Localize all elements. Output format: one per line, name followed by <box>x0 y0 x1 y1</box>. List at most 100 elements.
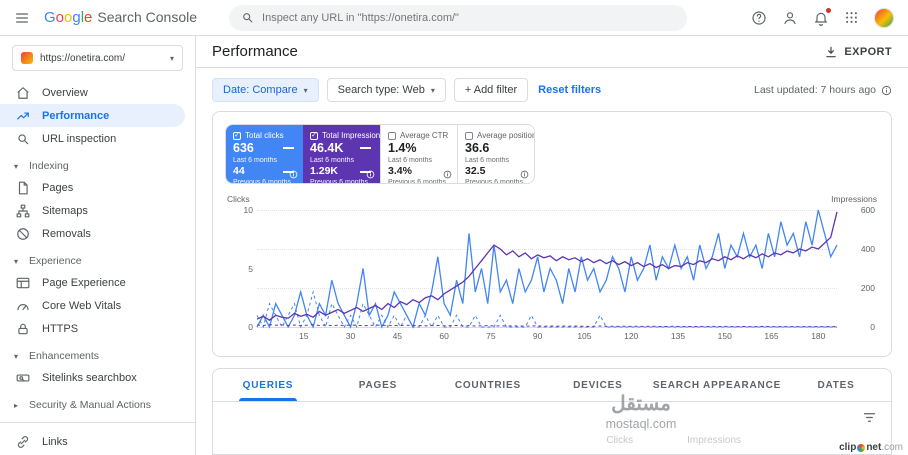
metric-tile-total-impressions[interactable]: ✓ Total Impressions 46.4K Last 6 months 1… <box>303 125 384 183</box>
search-type-filter-label: Search type: Web <box>337 84 425 96</box>
tab-countries[interactable]: COUNTRIES <box>454 379 521 391</box>
sidebar-item-sitelinks-searchbox[interactable]: Sitelinks searchbox <box>0 366 185 389</box>
account-icon[interactable] <box>782 10 798 26</box>
dashed-line-legend <box>283 170 294 173</box>
removals-icon <box>17 227 29 240</box>
lock-icon <box>18 323 28 334</box>
performance-chart: Clicks Impressions 10 5 0 600 400 200 0 15 30 45 6… <box>225 194 879 352</box>
sidebar-item-label: Removals <box>42 227 91 240</box>
chevron-down-icon: ▾ <box>430 85 435 95</box>
metric-previous-value: 32.5 <box>465 165 486 178</box>
sidebar-item-url-inspection[interactable]: URL inspection <box>0 127 185 150</box>
sidebar-item-label: Sitemaps <box>42 204 88 217</box>
filter-list-icon[interactable] <box>862 410 877 425</box>
help-icon[interactable] <box>751 10 767 26</box>
sidebar: https://onetira.com/ ▾ Overview Performa… <box>0 36 196 455</box>
app-title: Search Console <box>97 9 198 25</box>
tab-search-appearance[interactable]: SEARCH APPEARANCE <box>652 379 782 391</box>
metric-title: Total clicks <box>245 131 284 140</box>
checkbox-checked-icon: ✓ <box>310 131 318 140</box>
column-header-clicks: Clicks <box>606 435 634 446</box>
notification-badge <box>825 6 832 14</box>
chevron-down-icon: ▾ <box>169 53 174 63</box>
reset-filters-button[interactable]: Reset filters <box>538 84 602 96</box>
sidebar-item-core-web-vitals[interactable]: Core Web Vitals <box>0 294 185 317</box>
sidebar-item-https[interactable]: HTTPS <box>0 317 185 340</box>
sidebar-item-links[interactable]: Links <box>0 430 185 453</box>
axis-tick-label: 400 <box>860 243 875 254</box>
axis-tick-label: 10 <box>243 204 253 215</box>
axis-tick-label: 120 <box>624 331 639 341</box>
sidebar-item-overview[interactable]: Overview <box>0 81 185 104</box>
sidebar-section-label: Experience <box>29 255 82 267</box>
info-icon <box>289 170 298 179</box>
axis-tick-label: 30 <box>345 331 356 341</box>
apps-grid-icon[interactable] <box>844 10 859 25</box>
sidebar-item-label: Sitelinks searchbox <box>42 371 137 384</box>
metric-current-period: Last 6 months <box>233 157 277 165</box>
sidebar-item-pages[interactable]: Pages <box>0 176 185 199</box>
chevron-down-icon: ▾ <box>14 161 19 171</box>
axis-tick-label: 135 <box>670 331 686 341</box>
metric-title: Average position <box>477 131 535 140</box>
notifications-bell-icon[interactable] <box>813 6 832 26</box>
metric-current-value: 36.6 <box>465 140 490 155</box>
gridline <box>257 248 837 250</box>
sidebar-section-label: Enhancements <box>29 350 100 362</box>
logo-letter: G <box>44 9 56 26</box>
sidebar-section-security[interactable]: ▸ Security & Manual Actions <box>0 395 195 415</box>
property-url: https://onetira.com/ <box>40 52 126 64</box>
tab-devices[interactable]: DEVICES <box>573 379 623 391</box>
sidebar-item-page-experience[interactable]: Page Experience <box>0 271 185 294</box>
sidebar-section-indexing[interactable]: ▾ Indexing <box>0 156 195 176</box>
right-axis-title: Impressions <box>831 194 877 204</box>
sidebar-item-label: Core Web Vitals <box>42 299 122 312</box>
sidebar-item-label: Page Experience <box>42 276 126 289</box>
info-icon <box>443 170 452 179</box>
export-button[interactable]: EXPORT <box>824 45 892 59</box>
avatar[interactable] <box>874 7 894 28</box>
sidebar-item-removals[interactable]: Removals <box>0 222 185 245</box>
metric-tile-average-ctr[interactable]: Average CTR 1.4% Last 6 months 3.4% Prev… <box>380 125 457 183</box>
tab-dates[interactable]: DATES <box>817 379 855 391</box>
metric-previous-value: 3.4% <box>388 165 412 178</box>
date-filter-chip[interactable]: Date: Compare ▾ <box>212 78 319 102</box>
sidebar-section-experience[interactable]: ▾ Experience <box>0 251 195 271</box>
page-experience-icon <box>16 277 30 288</box>
axis-tick-label: 0 <box>870 321 875 332</box>
metric-tile-total-clicks[interactable]: ✓ Total clicks 636 Last 6 months 44 Previ… <box>226 125 303 183</box>
metric-current-period: Last 6 months <box>310 157 354 165</box>
sidebar-item-sitemaps[interactable]: Sitemaps <box>0 199 185 222</box>
page-title: Performance <box>212 43 298 60</box>
add-filter-button[interactable]: + Add filter <box>453 78 529 102</box>
download-icon <box>826 46 837 57</box>
menu-icon[interactable] <box>14 10 30 26</box>
url-inspect-bar[interactable] <box>229 4 688 31</box>
chevron-down-icon: ▾ <box>14 256 19 266</box>
performance-card: ✓ Total clicks 636 Last 6 months 44 Previ… <box>212 111 892 357</box>
metric-tile-average-position[interactable]: Average position 36.6 Last 6 months 32.5… <box>457 125 534 183</box>
sidebar-divider <box>0 422 195 423</box>
metric-current-period: Last 6 months <box>465 157 509 165</box>
topbar-actions <box>751 6 894 28</box>
sidebar-item-performance[interactable]: Performance <box>0 104 185 127</box>
table-header-row: Clicks Impressions <box>213 429 891 446</box>
logo-letter: e <box>84 9 93 26</box>
add-filter-label: + Add filter <box>464 84 518 96</box>
sidebar-section-enhancements[interactable]: ▾ Enhancements <box>0 346 195 366</box>
link-icon <box>17 435 29 448</box>
home-icon <box>17 86 29 99</box>
search-type-filter-chip[interactable]: Search type: Web ▾ <box>326 78 446 102</box>
performance-chart-icon <box>17 112 29 119</box>
checkbox-checked-icon: ✓ <box>233 131 241 140</box>
tab-pages[interactable]: PAGES <box>358 379 398 391</box>
tab-queries[interactable]: QUERIES <box>213 369 323 401</box>
sidebar-item-label: HTTPS <box>42 322 79 335</box>
property-selector[interactable]: https://onetira.com/ ▾ <box>12 45 183 71</box>
logo-letter: g <box>72 9 81 26</box>
url-inspect-input[interactable] <box>262 11 676 24</box>
sidebar-item-label: Overview <box>42 86 88 99</box>
metric-current-period: Last 6 months <box>388 157 432 165</box>
axis-tick-label: 45 <box>392 331 403 341</box>
metric-current-value: 46.4K <box>310 140 344 155</box>
